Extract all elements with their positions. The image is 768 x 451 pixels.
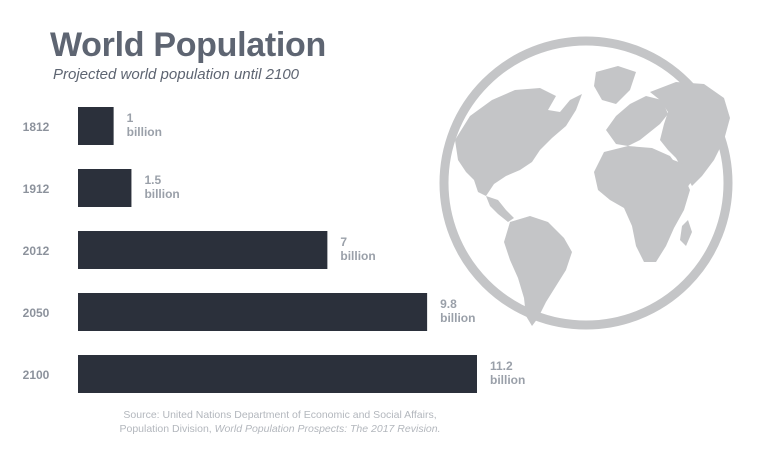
source-publication: World Population Prospects: The 2017 Rev… (214, 423, 441, 435)
bars-group: 18121billion19121.5billion20127billion20… (23, 107, 525, 393)
source-note: Source: United Nations Department of Eco… (90, 408, 470, 436)
greenland-shape (594, 66, 636, 104)
asia-shape (650, 82, 730, 186)
arabia-shape (664, 158, 694, 192)
value-label-2100: 11.2 (490, 359, 513, 373)
north-america-shape (455, 88, 582, 196)
south-america-shape (504, 216, 572, 326)
bar-2050 (78, 293, 428, 331)
unit-label-1912: billion (144, 187, 179, 201)
madagascar-shape (680, 220, 692, 246)
chart-title: World Population (50, 26, 326, 64)
unit-label-1812: billion (127, 125, 162, 139)
chart-subtitle: Projected world population until 2100 (53, 66, 299, 83)
bar-1912 (78, 169, 132, 207)
category-label-2100: 2100 (23, 368, 50, 382)
value-label-1912: 1.5 (144, 173, 161, 187)
value-label-1812: 1 (127, 111, 134, 125)
central-america-shape (486, 196, 514, 222)
source-line-1: Source: United Nations Department of Eco… (123, 409, 437, 421)
bar-1812 (78, 107, 114, 145)
category-label-1912: 1912 (23, 182, 50, 196)
africa-shape (594, 146, 690, 262)
bar-2100 (78, 355, 477, 393)
unit-label-2050: billion (440, 311, 475, 325)
europe-shape (606, 96, 668, 146)
category-label-2012: 2012 (23, 244, 50, 258)
unit-label-2012: billion (340, 249, 375, 263)
bar-2012 (78, 231, 328, 269)
value-label-2012: 7 (340, 235, 347, 249)
value-label-2050: 9.8 (440, 297, 457, 311)
source-line-2: Population Division, World Population Pr… (90, 422, 470, 436)
unit-label-2100: billion (490, 373, 525, 387)
category-label-2050: 2050 (23, 306, 50, 320)
globe-icon (439, 36, 733, 330)
category-label-1812: 1812 (23, 120, 50, 134)
source-line-2-prefix: Population Division, (119, 423, 215, 435)
